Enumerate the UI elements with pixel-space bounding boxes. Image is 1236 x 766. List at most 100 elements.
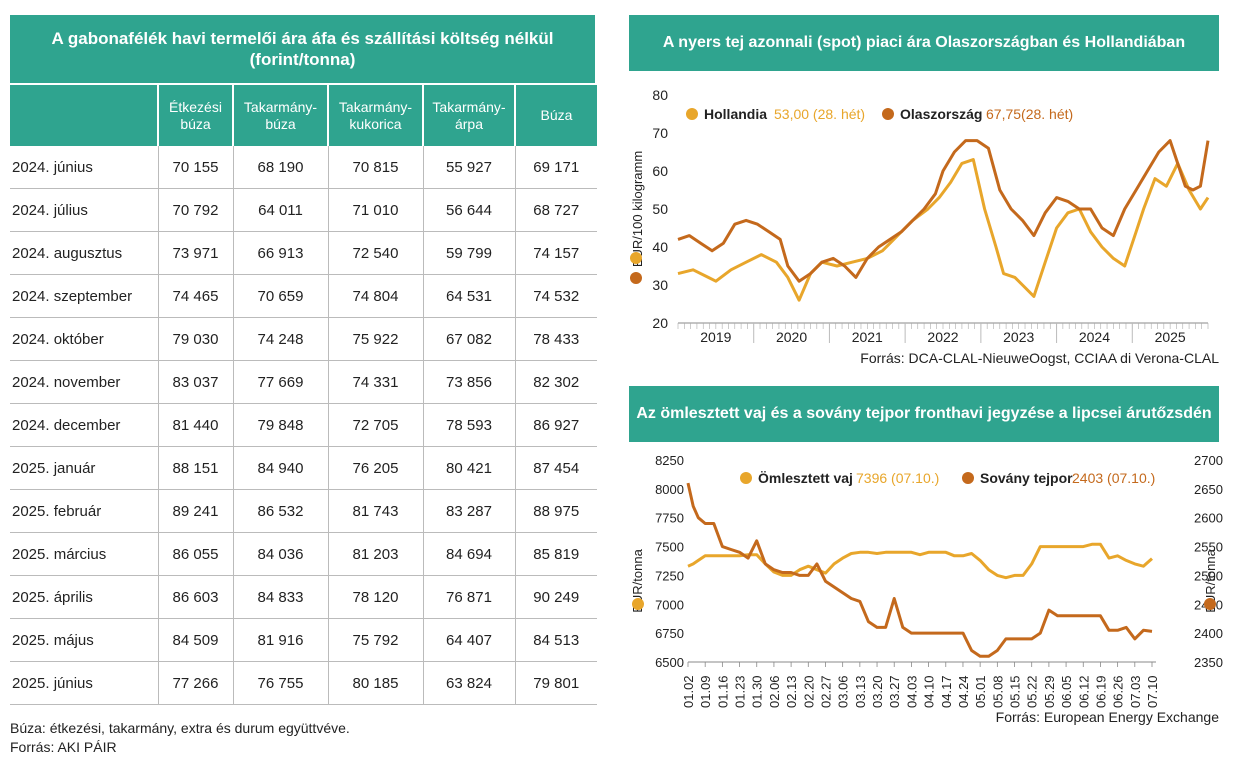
y-tick-label: 40 <box>652 239 668 255</box>
price-cell: 70 792 <box>157 188 233 232</box>
row-month-label: 2024. december <box>10 403 158 447</box>
y-left-tick-label: 7750 <box>655 511 684 526</box>
price-cell: 79 030 <box>157 317 233 361</box>
price-cell: 69 171 <box>514 146 597 189</box>
price-cell: 75 792 <box>327 618 423 662</box>
price-cell: 73 856 <box>422 360 515 404</box>
x-tick-label: 04.10 <box>922 675 937 708</box>
price-cell: 77 669 <box>232 360 328 404</box>
y-left-tick-label: 8250 <box>655 453 684 468</box>
legend-label-smp: Sovány tejpor <box>980 470 1073 486</box>
y-axis-title: EUR/100 kilogramm <box>630 151 645 267</box>
price-cell: 86 603 <box>157 575 233 619</box>
legend-marker-smp <box>962 472 974 484</box>
y-left-tick-label: 7250 <box>655 568 684 583</box>
x-tick-label: 06.19 <box>1093 675 1108 708</box>
table-header-row: Étkezési búza Takarmány-búza Takarmány-k… <box>10 85 597 146</box>
table-row: 2024. július 70 792 64 011 71 010 56 644 68 7… <box>10 188 597 232</box>
x-tick-label: 02.20 <box>801 675 816 708</box>
price-cell: 64 407 <box>422 618 515 662</box>
y-right-tick-label: 2700 <box>1194 453 1223 468</box>
price-cell: 89 241 <box>157 489 233 533</box>
price-cell: 74 157 <box>514 231 597 275</box>
legend-dot-hollandia <box>630 252 642 264</box>
x-tick-label: 03.06 <box>836 675 851 708</box>
price-cell: 56 644 <box>422 188 515 232</box>
x-tick-label: 01.30 <box>750 675 765 708</box>
row-month-label: 2025. február <box>10 489 158 533</box>
price-cell: 82 302 <box>514 360 597 404</box>
price-cell: 70 815 <box>327 146 423 189</box>
price-cell: 83 287 <box>422 489 515 533</box>
y-tick-label: 50 <box>652 201 668 217</box>
price-cell: 68 727 <box>514 188 597 232</box>
x-tick-label: 07.10 <box>1145 675 1160 708</box>
y-left-axis-title: EUR/tonna <box>630 548 645 612</box>
table-source: Forrás: AKI PÁIR <box>10 739 117 755</box>
price-cell: 81 440 <box>157 403 233 447</box>
x-tick-label: 05.15 <box>1008 675 1023 708</box>
row-month-label: 2025. január <box>10 446 158 490</box>
legend-marker-hollandia <box>686 108 698 120</box>
price-cell: 79 801 <box>514 661 597 705</box>
row-month-label: 2024. október <box>10 317 158 361</box>
price-cell: 76 755 <box>232 661 328 705</box>
price-cell: 81 743 <box>327 489 423 533</box>
legend-label-hollandia: Hollandia <box>704 106 767 122</box>
x-tick-label: 04.24 <box>956 675 971 708</box>
y-right-tick-label: 2600 <box>1194 511 1223 526</box>
price-cell: 86 532 <box>232 489 328 533</box>
price-cell: 84 694 <box>422 532 515 576</box>
table-row: 2024. június 70 155 68 190 70 815 55 927 69 1… <box>10 146 597 189</box>
header-takarmany-kukorica: Takarmány-kukorica <box>328 85 424 146</box>
x-tick-label: 2022 <box>927 329 958 345</box>
price-cell: 77 266 <box>157 661 233 705</box>
x-tick-label: 03.20 <box>870 675 885 708</box>
table-footnote: Búza: étkezési, takarmány, extra és duru… <box>10 720 350 736</box>
legend-value-butter: 7396 (07.10.) <box>856 470 939 486</box>
header-takarmany-arpa: Takarmány-árpa <box>423 85 516 146</box>
table-row: 2024. augusztus 73 971 66 913 72 540 59 799 7… <box>10 231 597 275</box>
price-cell: 76 205 <box>327 446 423 490</box>
x-tick-label: 01.16 <box>715 675 730 708</box>
table-row: 2024. október 79 030 74 248 75 922 67 082 78 … <box>10 317 597 361</box>
table-row: 2024. december 81 440 79 848 72 705 78 593 86… <box>10 403 597 447</box>
y-left-tick-label: 8000 <box>655 482 684 497</box>
legend-label-butter: Ömlesztett vaj <box>758 470 853 486</box>
y-left-tick-label: 7500 <box>655 540 684 555</box>
price-cell: 55 927 <box>422 146 515 189</box>
table-row: 2025. május 84 509 81 916 75 792 64 407 84 51… <box>10 618 597 662</box>
legend-dot-smp <box>1204 598 1216 610</box>
price-cell: 80 421 <box>422 446 515 490</box>
x-tick-label: 01.23 <box>733 675 748 708</box>
row-month-label: 2025. március <box>10 532 158 576</box>
x-tick-label: 06.12 <box>1076 675 1091 708</box>
x-tick-label: 2020 <box>776 329 807 345</box>
price-cell: 86 055 <box>157 532 233 576</box>
series-line-hollandia <box>677 158 1210 302</box>
header-etkezesi-buza: Étkezési búza <box>158 85 234 146</box>
price-cell: 64 011 <box>232 188 328 232</box>
price-cell: 84 833 <box>232 575 328 619</box>
price-cell: 66 913 <box>232 231 328 275</box>
x-tick-label: 2025 <box>1155 329 1186 345</box>
x-tick-label: 2024 <box>1079 329 1110 345</box>
x-tick-label: 2021 <box>852 329 883 345</box>
y-tick-label: 20 <box>652 315 668 331</box>
row-month-label: 2025. április <box>10 575 158 619</box>
x-tick-label: 05.22 <box>1025 675 1040 708</box>
legend-dot-butter <box>632 598 644 610</box>
price-cell: 78 593 <box>422 403 515 447</box>
x-tick-label: 01.02 <box>681 675 696 708</box>
y-right-tick-label: 2350 <box>1194 655 1223 670</box>
legend-value-olaszorszag: 67,75(28. hét) <box>986 106 1073 122</box>
price-cell: 72 540 <box>327 231 423 275</box>
row-month-label: 2024. szeptember <box>10 274 158 318</box>
price-cell: 70 155 <box>157 146 233 189</box>
table-row: 2025. június 77 266 76 755 80 185 63 824 79 8… <box>10 661 597 705</box>
price-cell: 88 151 <box>157 446 233 490</box>
series-line-butter <box>687 542 1153 580</box>
price-cell: 78 433 <box>514 317 597 361</box>
legend-label-olaszorszag: Olaszország <box>900 106 982 122</box>
price-cell: 75 922 <box>327 317 423 361</box>
